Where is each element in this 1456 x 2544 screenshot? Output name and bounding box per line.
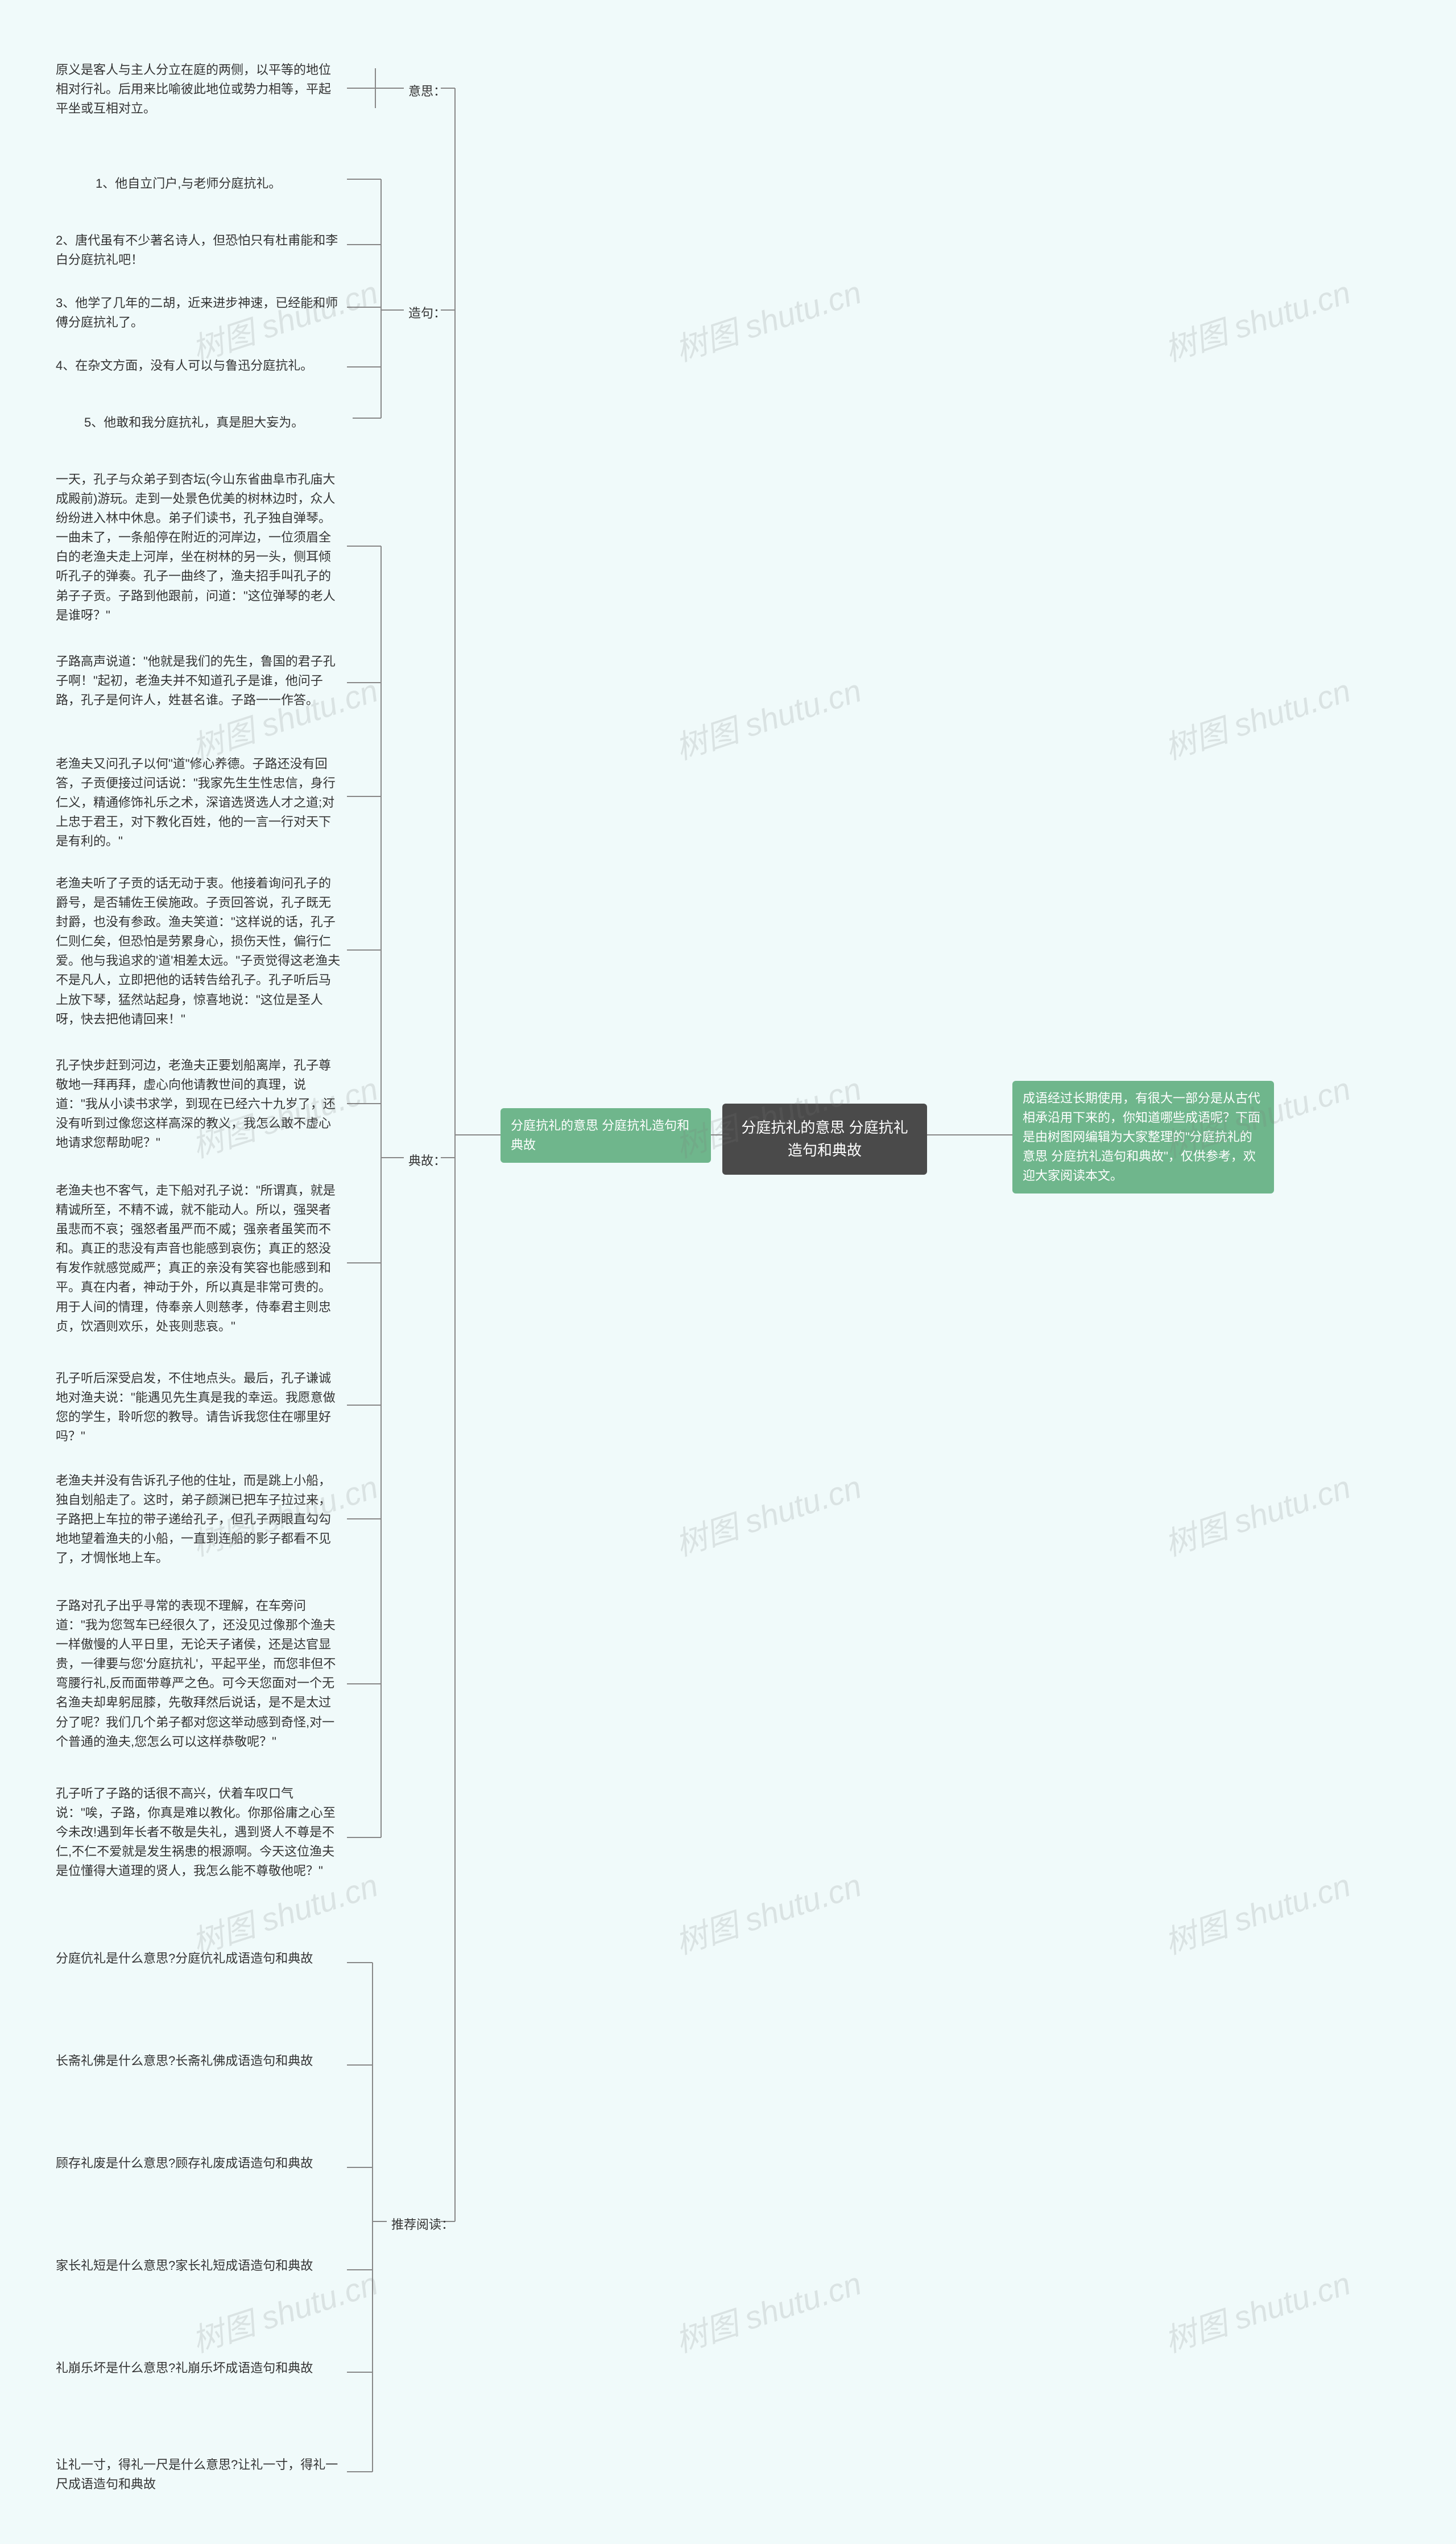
sentence-text: 5、他敢和我分庭抗礼，真是胆大妄为。 xyxy=(84,415,304,429)
story-text: 孔子快步赶到河边，老渔夫正要划船离岸，孔子尊敬地一拜再拜，虚心向他请教世间的真理… xyxy=(56,1058,336,1150)
watermark-text: 树图 shutu.cn xyxy=(1158,1860,1356,1964)
sentence-leaf[interactable]: 4、在杂文方面，没有人可以与鲁迅分庭抗礼。 xyxy=(51,353,347,379)
story-text: 子路对孔子出乎寻常的表现不理解，在车旁问道："我为您驾车已经很久了，还没见过像那… xyxy=(56,1599,336,1749)
story-text: 孔子听后深受启发，不住地点头。最后，孔子谦诚地对渔夫说："能遇见先生真是我的幸运… xyxy=(56,1371,336,1443)
story-text: 孔子听了子路的话很不高兴，伏着车叹口气说："唉，子路，你真是难以教化。你那俗庸之… xyxy=(56,1786,336,1878)
recommend-text: 让礼一寸，得礼一尺是什么意思?让礼一寸，得礼一尺成语造句和典故 xyxy=(56,2458,338,2491)
sentence-leaf[interactable]: 3、他学了几年的二胡，近来进步神速，已经能和师傅分庭抗礼了。 xyxy=(51,290,347,336)
section-label: 分庭抗礼的意思 分庭抗礼造句和典故 xyxy=(511,1118,689,1152)
category-sentences[interactable]: 造句： xyxy=(404,302,450,325)
story-text: 老渔夫也不客气，走下船对孔子说："所谓真，就是精诚所至，不精不诚，就不能动人。所… xyxy=(56,1183,336,1333)
watermark-text: 树图 shutu.cn xyxy=(1158,267,1356,371)
watermark-text: 树图 shutu.cn xyxy=(669,1462,867,1566)
watermark-text: 树图 shutu.cn xyxy=(1158,2258,1356,2362)
recommend-leaf[interactable]: 礼崩乐坏是什么意思?礼崩乐坏成语造句和典故 xyxy=(51,2355,347,2381)
recommend-leaf[interactable]: 顾存礼废是什么意思?顾存礼废成语造句和典故 xyxy=(51,2150,347,2177)
sentence-text: 4、在杂文方面，没有人可以与鲁迅分庭抗礼。 xyxy=(56,358,313,373)
recommend-text: 顾存礼废是什么意思?顾存礼废成语造句和典故 xyxy=(56,2156,313,2170)
section-node[interactable]: 分庭抗礼的意思 分庭抗礼造句和典故 xyxy=(500,1108,711,1163)
recommend-text: 家长礼短是什么意思?家长礼短成语造句和典故 xyxy=(56,2258,313,2273)
category-recommend-label: 推荐阅读： xyxy=(391,2217,454,2232)
recommend-text: 礼崩乐坏是什么意思?礼崩乐坏成语造句和典故 xyxy=(56,2361,313,2375)
sentence-leaf[interactable]: 5、他敢和我分庭抗礼，真是胆大妄为。 xyxy=(80,410,353,436)
story-text: 老渔夫并没有告诉孔子他的住址，而是跳上小船，独自划船走了。这时，弟子颜渊已把车子… xyxy=(56,1473,331,1565)
intro-text: 成语经过长期使用，有很大一部分是从古代相承沿用下来的，你知道哪些成语呢？下面是由… xyxy=(1023,1091,1260,1183)
watermark-text: 树图 shutu.cn xyxy=(1158,666,1356,769)
story-text: 子路高声说道："他就是我们的先生，鲁国的君子孔子啊！"起初，老渔夫并不知道孔子是… xyxy=(56,654,336,707)
meaning-text: 原义是客人与主人分立在庭的两侧，以平等的地位相对行礼。后用来比喻彼此地位或势力相… xyxy=(56,63,331,115)
root-title: 分庭抗礼的意思 分庭抗礼造句和典故 xyxy=(741,1119,908,1159)
story-leaf[interactable]: 子路对孔子出乎寻常的表现不理解，在车旁问道："我为您驾车已经很久了，还没见过像那… xyxy=(51,1593,347,1755)
sentence-text: 2、唐代虽有不少著名诗人，但恐怕只有杜甫能和李白分庭抗礼吧！ xyxy=(56,233,338,267)
watermark-text: 树图 shutu.cn xyxy=(1158,1462,1356,1566)
story-leaf[interactable]: 老渔夫听了子贡的话无动于衷。他接着询问孔子的爵号，是否辅佐王侯施政。子贡回答说，… xyxy=(51,870,347,1033)
story-leaf[interactable]: 孔子快步赶到河边，老渔夫正要划船离岸，孔子尊敬地一拜再拜，虚心向他请教世间的真理… xyxy=(51,1052,347,1156)
recommend-leaf[interactable]: 分庭伉礼是什么意思?分庭伉礼成语造句和典故 xyxy=(51,1946,347,1972)
sentence-leaf[interactable]: 1、他自立门户,与老师分庭抗礼。 xyxy=(91,171,341,197)
story-leaf[interactable]: 孔子听了子路的话很不高兴，伏着车叹口气说："唉，子路，你真是难以教化。你那俗庸之… xyxy=(51,1781,347,1884)
story-leaf[interactable]: 孔子听后深受启发，不住地点头。最后，孔子谦诚地对渔夫说："能遇见先生真是我的幸运… xyxy=(51,1365,347,1449)
meaning-leaf[interactable]: 原义是客人与主人分立在庭的两侧，以平等的地位相对行礼。后用来比喻彼此地位或势力相… xyxy=(51,57,347,122)
watermark-text: 树图 shutu.cn xyxy=(669,2258,867,2362)
category-sentences-label: 造句： xyxy=(408,306,446,320)
root-node[interactable]: 分庭抗礼的意思 分庭抗礼造句和典故 xyxy=(722,1104,927,1175)
recommend-text: 分庭伉礼是什么意思?分庭伉礼成语造句和典故 xyxy=(56,1951,313,1965)
story-leaf[interactable]: 老渔夫又问孔子以何"道"修心养德。子路还没有回答，子贡便接过问话说："我家先生生… xyxy=(51,751,347,854)
story-leaf[interactable]: 子路高声说道："他就是我们的先生，鲁国的君子孔子啊！"起初，老渔夫并不知道孔子是… xyxy=(51,649,347,713)
recommend-leaf[interactable]: 让礼一寸，得礼一尺是什么意思?让礼一寸，得礼一尺成语造句和典故 xyxy=(51,2452,347,2497)
story-text: 老渔夫又问孔子以何"道"修心养德。子路还没有回答，子贡便接过问话说："我家先生生… xyxy=(56,757,336,848)
intro-node[interactable]: 成语经过长期使用，有很大一部分是从古代相承沿用下来的，你知道哪些成语呢？下面是由… xyxy=(1012,1081,1274,1193)
sentence-text: 1、他自立门户,与老师分庭抗礼。 xyxy=(96,176,281,191)
category-meaning-label: 意思： xyxy=(408,84,446,98)
story-leaf[interactable]: 老渔夫并没有告诉孔子他的住址，而是跳上小船，独自划船走了。这时，弟子颜渊已把车子… xyxy=(51,1468,347,1571)
story-text: 老渔夫听了子贡的话无动于衷。他接着询问孔子的爵号，是否辅佐王侯施政。子贡回答说，… xyxy=(56,876,340,1026)
recommend-text: 长斋礼佛是什么意思?长斋礼佛成语造句和典故 xyxy=(56,2054,313,2068)
category-meaning[interactable]: 意思： xyxy=(404,80,450,104)
category-story[interactable]: 典故： xyxy=(404,1149,450,1173)
category-recommend[interactable]: 推荐阅读： xyxy=(387,2213,458,2237)
recommend-leaf[interactable]: 长斋礼佛是什么意思?长斋礼佛成语造句和典故 xyxy=(51,2048,347,2074)
watermark-text: 树图 shutu.cn xyxy=(669,666,867,769)
watermark-text: 树图 shutu.cn xyxy=(669,267,867,371)
story-leaf[interactable]: 一天，孔子与众弟子到杏坛(今山东省曲阜市孔庙大成殿前)游玩。走到一处景色优美的树… xyxy=(51,466,347,629)
story-leaf[interactable]: 老渔夫也不客气，走下船对孔子说："所谓真，就是精诚所至，不精不诚，就不能动人。所… xyxy=(51,1178,347,1340)
sentence-text: 3、他学了几年的二胡，近来进步神速，已经能和师傅分庭抗礼了。 xyxy=(56,296,338,329)
story-text: 一天，孔子与众弟子到杏坛(今山东省曲阜市孔庙大成殿前)游玩。走到一处景色优美的树… xyxy=(56,472,336,622)
sentence-leaf[interactable]: 2、唐代虽有不少著名诗人，但恐怕只有杜甫能和李白分庭抗礼吧！ xyxy=(51,228,347,273)
category-story-label: 典故： xyxy=(408,1154,446,1168)
mindmap-canvas: 分庭抗礼的意思 分庭抗礼造句和典故 成语经过长期使用，有很大一部分是从古代相承沿… xyxy=(0,0,1456,2544)
watermark-text: 树图 shutu.cn xyxy=(669,1860,867,1964)
recommend-leaf[interactable]: 家长礼短是什么意思?家长礼短成语造句和典故 xyxy=(51,2253,347,2279)
